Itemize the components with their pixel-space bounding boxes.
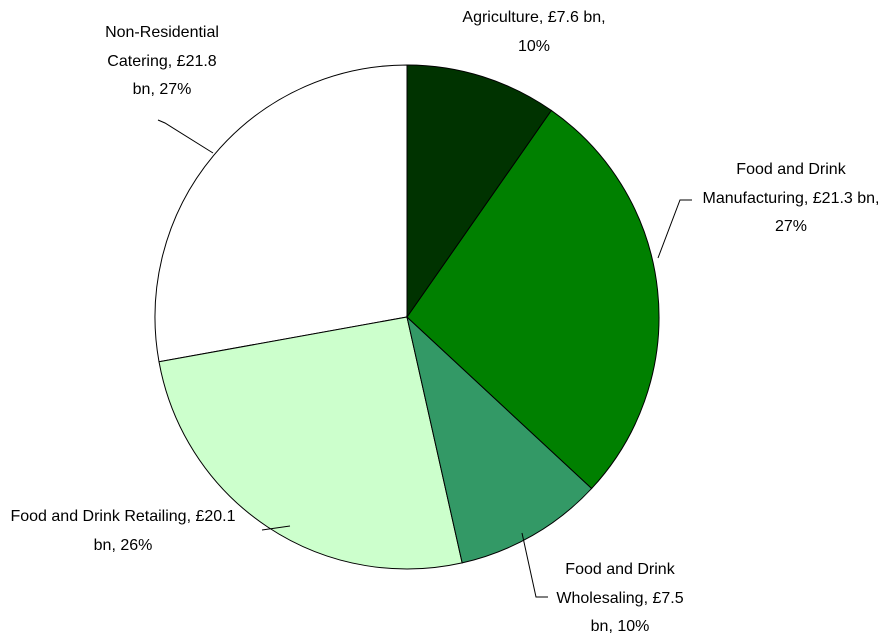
leader-line (261, 525, 291, 531)
pie-slice (154, 64, 408, 363)
data-label: Food and Drink Retailing, £20.1 bn, 26% (10, 508, 236, 554)
pie-slice (406, 315, 593, 564)
data-label: Non-Residential Catering, £21.8 bn, 27% (105, 24, 219, 98)
pie-slice (158, 316, 463, 570)
data-label: Agriculture, £7.6 bn, 10% (462, 9, 606, 55)
data-label: Food and Drink Manufacturing, £21.3 bn, … (702, 161, 880, 235)
data-label: Food and Drink Wholesaling, £7.5 bn, 10% (556, 561, 684, 635)
pie-slice (406, 64, 553, 319)
leader-line (521, 532, 548, 598)
pie-slice (406, 109, 660, 490)
leader-line (157, 119, 214, 154)
leader-line (657, 199, 692, 259)
